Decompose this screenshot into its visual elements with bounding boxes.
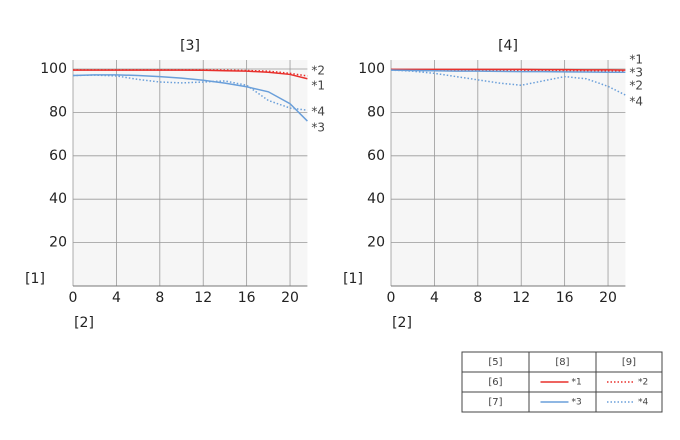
series-end-label: *1: [629, 53, 643, 67]
y-tick-label: 40: [49, 191, 67, 207]
legend-column-label: [9]: [622, 357, 636, 368]
series-end-label: *3: [311, 121, 325, 135]
y-tick-label: 60: [49, 148, 67, 164]
y-tick-label: 20: [49, 235, 67, 251]
x-tick-label: 8: [155, 290, 164, 306]
legend-entry: *2: [638, 378, 648, 388]
x-axis-label: [2]: [74, 315, 94, 331]
legend-table: [461, 351, 663, 413]
y-tick-label: 100: [358, 61, 385, 77]
y-tick-label: 80: [367, 104, 385, 120]
series-end-label: *3: [629, 66, 643, 80]
x-tick-label: 20: [599, 290, 617, 306]
y-axis-label: [1]: [25, 271, 45, 287]
x-tick-label: 0: [387, 290, 396, 306]
legend-entry: *4: [638, 398, 649, 408]
x-tick-label: 4: [112, 290, 121, 306]
series-end-label: *2: [629, 79, 643, 93]
legend-entry: *1: [572, 378, 582, 388]
series-line: [72, 74, 308, 111]
legend-column-label: [8]: [555, 357, 569, 368]
y-axis-label: [1]: [343, 271, 363, 287]
x-axis-label: [2]: [392, 315, 412, 331]
y-tick-label: 80: [49, 104, 67, 120]
legend-row-label: [6]: [488, 377, 502, 388]
y-tick-label: 20: [367, 235, 385, 251]
x-tick-label: 4: [430, 290, 439, 306]
series-end-label: *1: [311, 79, 325, 93]
x-tick-label: 0: [69, 290, 78, 306]
plot-area: [391, 60, 626, 286]
series-line: [390, 69, 626, 73]
legend-entry: *3: [572, 398, 582, 408]
legend-row-label: [7]: [488, 397, 502, 408]
x-tick-label: 12: [194, 290, 212, 306]
y-tick-label: 100: [40, 61, 67, 77]
series-line: [73, 69, 308, 77]
x-tick-label: 20: [281, 290, 299, 306]
chart-title: [3]: [180, 38, 200, 54]
y-tick-label: 60: [367, 148, 385, 164]
legend-column-label: [5]: [488, 357, 502, 368]
x-tick-label: 16: [556, 290, 574, 306]
x-tick-label: 16: [238, 290, 256, 306]
chart-title: [4]: [498, 38, 518, 54]
series-end-label: *2: [311, 64, 325, 78]
series-line: [390, 69, 626, 96]
y-tick-label: 40: [367, 191, 385, 207]
series-line: [72, 74, 308, 122]
series-end-label: *4: [629, 95, 643, 109]
plot-area: [73, 60, 308, 286]
series-end-label: *4: [311, 105, 325, 119]
x-tick-label: 8: [473, 290, 482, 306]
x-tick-label: 12: [512, 290, 530, 306]
